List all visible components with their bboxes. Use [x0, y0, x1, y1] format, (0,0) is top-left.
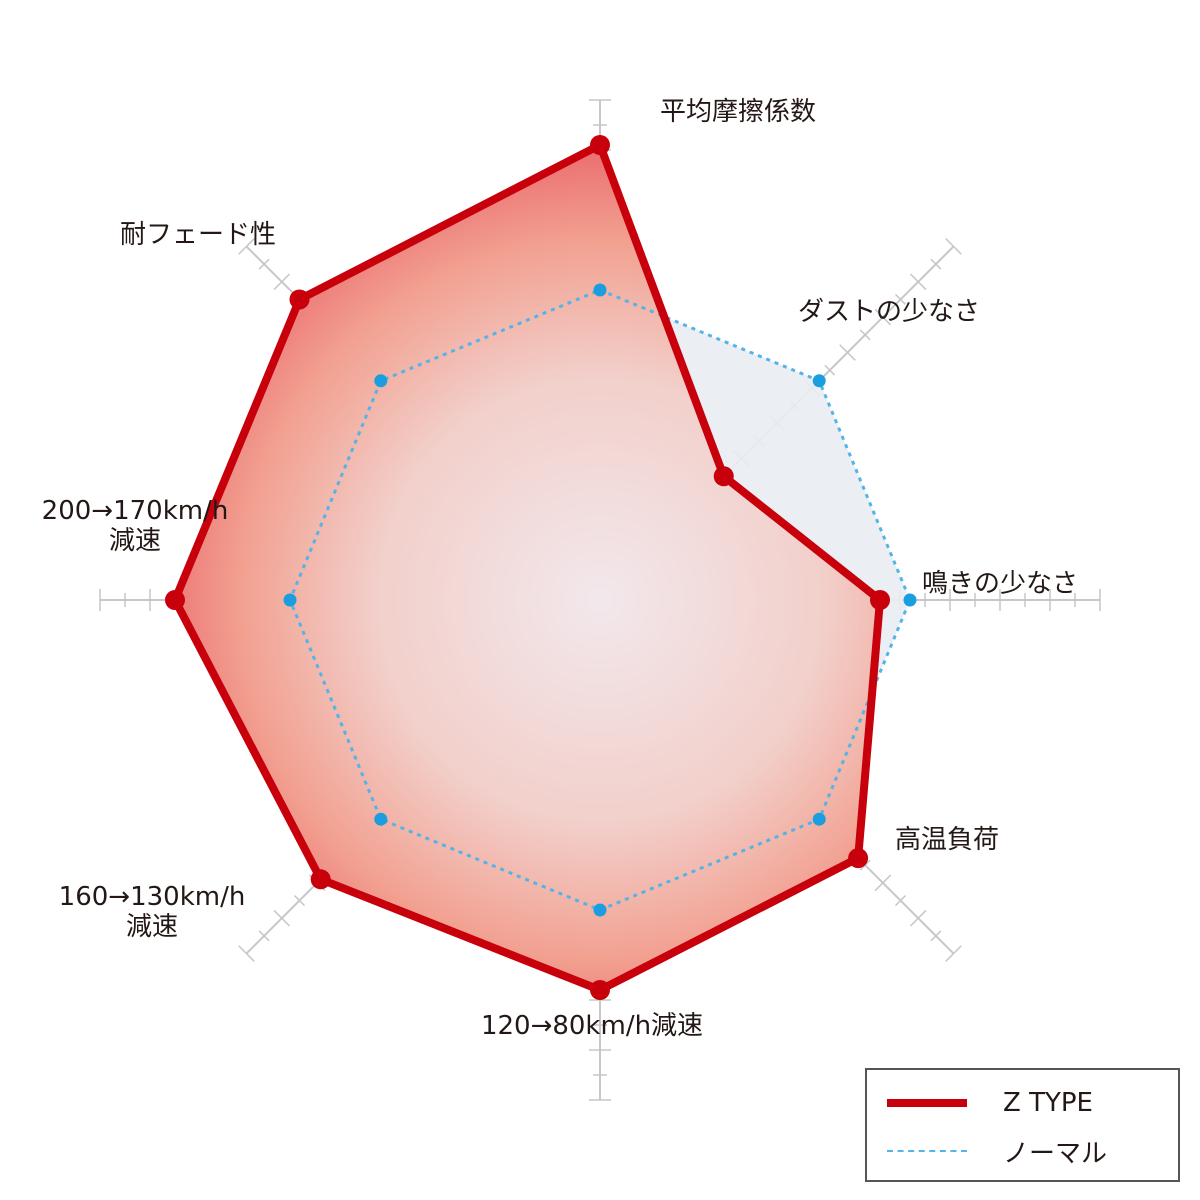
normal-point — [374, 374, 388, 388]
axis-label: 160→130km/h 減速 — [59, 882, 246, 942]
ztype-swatch — [887, 1099, 967, 1107]
axis-tick — [945, 238, 962, 255]
axis-tick — [945, 945, 962, 962]
axis-tick — [238, 238, 255, 255]
series-points — [165, 135, 917, 1000]
ztype-point — [289, 289, 310, 310]
axis-label: 平均摩擦係数 — [660, 97, 816, 127]
normal-point — [903, 593, 917, 607]
normal-point — [593, 283, 607, 297]
ztype-point — [590, 980, 610, 1000]
legend-label-normal: ノーマル — [1003, 1138, 1108, 1169]
legend-label-ztype: Z TYPE — [1003, 1088, 1093, 1118]
normal-line — [288, 288, 912, 912]
ztype-point — [713, 466, 734, 487]
axis-tick — [824, 364, 836, 376]
normal-point — [374, 812, 388, 826]
axis-tick — [273, 909, 291, 927]
series-fills — [175, 145, 910, 990]
axis-label: 高温負荷 — [895, 825, 999, 855]
normal-point — [283, 593, 297, 607]
ztype-point — [870, 590, 890, 610]
axis-tick — [859, 329, 871, 341]
axis-label: 200→170km/h 減速 — [42, 496, 229, 556]
normal-point — [812, 812, 826, 826]
axis-tick — [258, 930, 270, 942]
axis-tick — [258, 258, 270, 270]
axis-label: 鳴きの少なさ — [922, 569, 1078, 599]
normal-swatch — [887, 1150, 967, 1152]
axis-label: 120→80km/h減速 — [481, 1011, 703, 1041]
axis-tick — [839, 344, 856, 361]
legend-item-ztype: Z TYPE — [887, 1088, 1093, 1118]
axis-tick — [909, 273, 927, 291]
axis-tick — [874, 874, 892, 892]
normal-point — [593, 903, 607, 917]
ztype-point — [848, 848, 869, 869]
normal-point — [812, 374, 826, 388]
ztype-area — [175, 145, 880, 990]
axis-tick — [930, 930, 942, 942]
ztype-point — [165, 590, 185, 610]
ztype-point — [310, 869, 331, 890]
axis-tick — [238, 945, 255, 962]
axis-tick — [293, 895, 305, 907]
legend: Z TYPE ノーマル — [865, 1068, 1180, 1182]
ztype-point — [590, 135, 610, 155]
axis-tick — [874, 308, 892, 326]
axis-label: 耐フェード性 — [120, 220, 276, 250]
legend-item-normal: ノーマル — [887, 1136, 1107, 1169]
axis-tick — [273, 273, 291, 291]
axis-label: ダストの少なさ — [798, 297, 980, 327]
axis-tick — [895, 293, 907, 305]
axis-tick — [930, 258, 942, 270]
axis-tick — [909, 909, 927, 927]
axis-tick — [895, 895, 907, 907]
